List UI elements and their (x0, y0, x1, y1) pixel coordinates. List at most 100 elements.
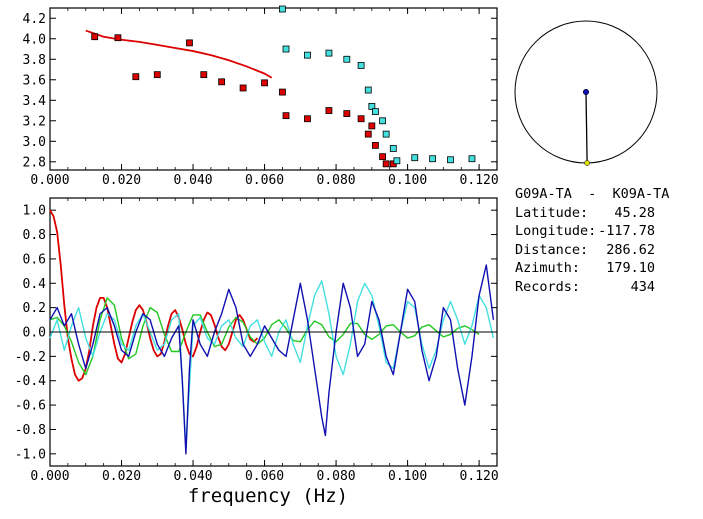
x-tick-label: 0.040 (173, 173, 212, 188)
red-data-point (114, 34, 122, 42)
cyan-data-point (364, 86, 372, 94)
cyan-correlation-curve (49, 280, 495, 449)
station-info-panel: G09A-TA - K09A-TA Latitude: 45.28 Longitud… (515, 185, 700, 297)
cyan-data-point (372, 108, 379, 115)
x-tick-label: 0.080 (317, 469, 356, 484)
cyan-data-point (304, 51, 311, 59)
x-tick-label: 0.020 (102, 469, 141, 484)
cyan-data-point (468, 155, 476, 163)
red-data-point (382, 160, 390, 168)
cyan-data-point (282, 45, 290, 53)
y-tick-label: -0.6 (15, 399, 46, 414)
x-tick-label: 0.100 (388, 173, 427, 188)
y-tick-label: 4.2 (23, 12, 46, 27)
y-tick-label: -0.4 (15, 374, 46, 389)
source-station-marker (582, 88, 590, 96)
correlation-plot: 0.000 0.020 0.040 0.060 0.080 0.100 0.120 1.0 0.… (15, 197, 499, 484)
x-tick-label: 0.080 (317, 173, 356, 188)
y-tick-label: 3.4 (23, 94, 47, 109)
red-data-point (282, 112, 290, 120)
y-tick-label: 0.6 (23, 252, 46, 267)
red-data-point (357, 115, 365, 123)
red-data-point (132, 73, 140, 81)
cyan-data-point (411, 154, 419, 162)
red-data-point (325, 107, 333, 114)
y-tick-label: -0.8 (15, 423, 46, 438)
green-correlation-curve (49, 297, 480, 376)
red-data-point (218, 78, 226, 86)
red-data-point (91, 33, 99, 41)
x-tick-label: 0.120 (460, 173, 499, 188)
info-value: -117.78 (598, 223, 655, 240)
y-tick-label: 4.0 (23, 32, 46, 47)
x-tick-label: 0.000 (30, 173, 69, 188)
cyan-data-point (379, 117, 386, 125)
y-tick-label: 3.8 (23, 53, 46, 68)
info-row: Azimuth: 179.10 (515, 259, 700, 278)
info-label: Records: (515, 278, 581, 295)
red-data-point (343, 110, 351, 118)
red-data-point (261, 79, 268, 87)
info-value: 45.28 (614, 204, 655, 221)
cyan-data-point (325, 49, 333, 57)
red-data-point (379, 153, 386, 161)
cyan-data-point (357, 62, 365, 69)
red-data-point (153, 71, 161, 79)
info-label: Longitude: (515, 223, 597, 240)
red-data-point (239, 84, 247, 92)
station-info-rows: Latitude: 45.28 Longitude: -117.78 Distance:… (515, 204, 700, 297)
cyan-data-point (279, 5, 286, 13)
red-data-point (279, 88, 286, 96)
y-tick-label: 2.8 (23, 155, 46, 170)
red-data-point (186, 39, 193, 47)
cyan-data-point (343, 55, 351, 63)
cyan-data-point (447, 156, 454, 164)
y-tick-label: 3.0 (23, 135, 46, 150)
cyan-data-point (382, 130, 390, 138)
x-tick-label: 0.060 (245, 469, 284, 484)
y-tick-label: 3.6 (23, 73, 46, 88)
dispersion-curve (85, 29, 273, 79)
red-data-point (304, 115, 311, 123)
y-tick-label: 1.0 (23, 204, 46, 219)
dispersion-plot: 0.000 0.020 0.040 0.060 0.080 0.100 0.120 2.8 3.… (23, 5, 499, 188)
x-tick-label: 0.020 (102, 173, 141, 188)
x-axis-label: frequency (Hz) (188, 485, 348, 507)
azimuth-line (585, 91, 588, 164)
y-tick-label: 0.0 (23, 326, 46, 341)
info-row: Longitude: -117.78 (515, 222, 700, 241)
red-data-point (372, 141, 379, 149)
info-value: 434 (630, 278, 655, 295)
cyan-data-point (393, 157, 401, 165)
red-data-point (200, 71, 208, 79)
cyan-data-point (389, 145, 397, 152)
cyan-data-point (429, 155, 437, 163)
info-label: Latitude: (515, 204, 589, 221)
station-pair-title: G09A-TA - K09A-TA (515, 186, 670, 202)
info-label: Distance: (515, 241, 589, 258)
info-row: Latitude: 45.28 (515, 204, 700, 223)
info-value: 286.62 (606, 241, 655, 258)
x-tick-label: 0.100 (388, 469, 427, 484)
plot-frame (49, 7, 498, 171)
y-tick-label: 3.2 (23, 114, 46, 129)
info-label: Azimuth: (515, 260, 581, 277)
station-circle-diagram (514, 20, 658, 166)
x-tick-label: 0.040 (173, 469, 212, 484)
info-row: Records: 434 (515, 278, 700, 297)
info-row: Distance: 286.62 (515, 241, 700, 260)
info-value: 179.10 (606, 260, 655, 277)
receiver-station-marker (584, 160, 590, 166)
red-data-point (368, 122, 376, 130)
cyan-data-point (368, 103, 376, 110)
red-data-point (364, 130, 372, 138)
y-tick-label: 0.4 (23, 277, 47, 292)
x-tick-label: 0.120 (460, 469, 499, 484)
y-tick-label: 0.2 (23, 301, 46, 316)
x-tick-label: 0.000 (30, 469, 69, 484)
x-tick-label: 0.060 (245, 173, 284, 188)
y-tick-label: 0.8 (23, 228, 46, 243)
y-tick-label: -0.2 (15, 350, 46, 365)
y-tick-label: -1.0 (15, 447, 46, 462)
